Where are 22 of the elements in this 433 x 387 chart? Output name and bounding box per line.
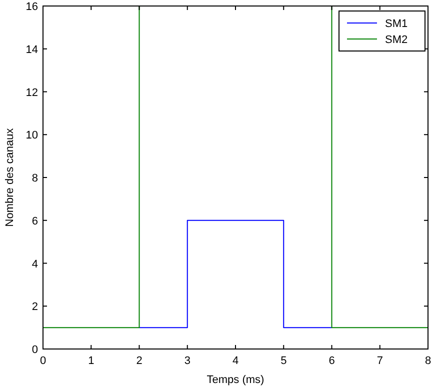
y-tick-label: 4 <box>32 258 38 270</box>
x-tick-label: 1 <box>88 355 94 367</box>
x-tick-label: 4 <box>232 355 239 367</box>
x-tick-label: 3 <box>184 355 190 367</box>
x-tick-label: 6 <box>328 355 335 367</box>
y-tick-label: 12 <box>26 86 38 99</box>
y-tick-label: 8 <box>32 172 38 184</box>
legend-label: SM1 <box>385 18 408 30</box>
x-tick-label: 0 <box>40 355 46 367</box>
x-tick-label: 2 <box>136 355 142 367</box>
y-axis-title: Nombre des canaux <box>4 128 16 227</box>
y-tick-label: 10 <box>26 130 38 142</box>
y-tick-label: 16 <box>26 1 38 13</box>
x-axis-title: Temps (ms) <box>206 374 264 386</box>
y-tick-label: 0 <box>32 344 38 356</box>
y-tick-label: 6 <box>32 215 38 228</box>
y-tick-label: 2 <box>32 301 38 314</box>
legend-label: SM2 <box>385 34 408 46</box>
x-tick-label: 5 <box>280 355 287 367</box>
x-tick-label: 7 <box>376 355 383 367</box>
y-tick-label: 14 <box>26 44 38 56</box>
x-tick-label: 8 <box>424 355 432 367</box>
